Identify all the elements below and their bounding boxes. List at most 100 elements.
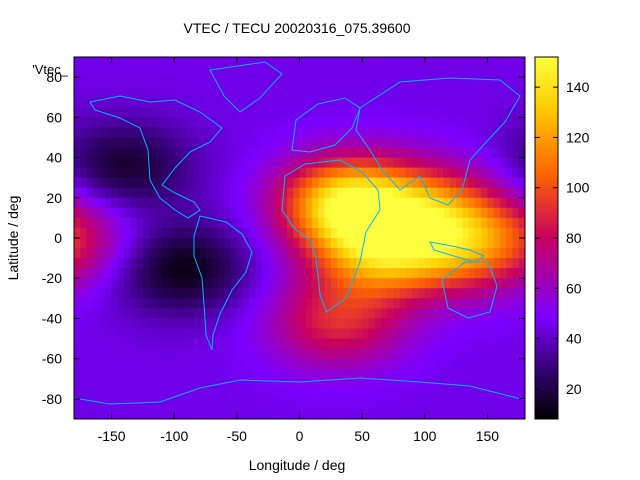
heatmap-cell bbox=[130, 268, 138, 279]
heatmap-cell bbox=[343, 167, 351, 179]
heatmap-cell bbox=[481, 87, 489, 98]
heatmap-cell bbox=[437, 328, 445, 340]
heatmap-cell bbox=[230, 197, 238, 209]
heatmap-cell bbox=[174, 117, 182, 128]
heatmap-cell bbox=[293, 177, 301, 189]
heatmap-cell bbox=[86, 368, 94, 380]
heatmap-cell bbox=[330, 197, 338, 209]
heatmap-cell bbox=[456, 97, 463, 108]
heatmap-cell bbox=[105, 378, 113, 390]
heatmap-cell bbox=[424, 338, 432, 350]
heatmap-cell bbox=[136, 248, 144, 259]
heatmap-cell bbox=[274, 368, 282, 380]
heatmap-cell bbox=[86, 207, 94, 219]
heatmap-cell bbox=[74, 207, 81, 219]
heatmap-cell bbox=[318, 298, 326, 309]
heatmap-cell bbox=[324, 368, 332, 380]
heatmap-cell bbox=[355, 57, 363, 68]
heatmap-cell bbox=[324, 107, 332, 118]
heatmap-cell bbox=[437, 97, 445, 108]
heatmap-cell bbox=[74, 338, 81, 350]
heatmap-cell bbox=[280, 318, 288, 330]
heatmap-cell bbox=[268, 408, 276, 419]
heatmap-cell bbox=[387, 388, 395, 400]
heatmap-cell bbox=[431, 227, 438, 239]
heatmap-cell bbox=[380, 248, 388, 259]
heatmap-cell bbox=[249, 137, 257, 149]
heatmap-cell bbox=[286, 298, 294, 309]
heatmap-cell bbox=[518, 137, 525, 149]
south-america-coast bbox=[193, 215, 253, 351]
heatmap-cell bbox=[343, 97, 351, 108]
heatmap-cell bbox=[124, 147, 131, 159]
heatmap-cell bbox=[142, 177, 150, 189]
heatmap-cell bbox=[268, 268, 276, 279]
heatmap-cell bbox=[349, 388, 357, 400]
heatmap-cell bbox=[412, 207, 420, 219]
heatmap-cell bbox=[261, 97, 269, 108]
heatmap-cell bbox=[111, 117, 119, 128]
heatmap-cell bbox=[512, 258, 520, 269]
heatmap-cell bbox=[105, 318, 113, 330]
heatmap-cell bbox=[337, 358, 344, 370]
heatmap-cell bbox=[249, 207, 257, 219]
heatmap-cell bbox=[399, 358, 407, 370]
heatmap-cell bbox=[324, 197, 332, 209]
heatmap-cell bbox=[136, 167, 144, 179]
heatmap-cell bbox=[506, 338, 514, 350]
heatmap-cell bbox=[499, 137, 507, 149]
heatmap-cell bbox=[167, 127, 175, 139]
heatmap-cell bbox=[80, 368, 88, 380]
heatmap-cell bbox=[437, 258, 445, 269]
heatmap-cell bbox=[99, 288, 106, 299]
heatmap-cell bbox=[349, 278, 357, 289]
heatmap-cell bbox=[449, 358, 457, 370]
heatmap-cell bbox=[230, 248, 238, 259]
heatmap-cell bbox=[324, 227, 332, 239]
heatmap-cell bbox=[230, 318, 238, 330]
heatmap-cell bbox=[180, 157, 188, 169]
heatmap-cell bbox=[249, 308, 257, 320]
heatmap-cell bbox=[105, 348, 113, 360]
heatmap-cell bbox=[205, 157, 213, 169]
heatmap-cell bbox=[324, 398, 332, 410]
heatmap-cell bbox=[487, 248, 495, 259]
heatmap-cell bbox=[130, 227, 138, 239]
heatmap-cell bbox=[449, 67, 457, 78]
heatmap-cell bbox=[211, 398, 219, 410]
heatmap-cell bbox=[149, 338, 157, 350]
heatmap-cell bbox=[349, 408, 357, 419]
heatmap-cell bbox=[92, 368, 100, 380]
y-tick-label: 20 bbox=[46, 190, 62, 206]
heatmap-cell bbox=[230, 57, 238, 68]
heatmap-cell bbox=[243, 308, 250, 320]
heatmap-cell bbox=[499, 107, 507, 118]
heatmap-cell bbox=[405, 278, 413, 289]
heatmap-cell bbox=[105, 238, 113, 249]
heatmap-cell bbox=[230, 167, 238, 179]
heatmap-cell bbox=[136, 147, 144, 159]
heatmap-cell bbox=[506, 378, 514, 390]
heatmap-cell bbox=[261, 388, 269, 400]
heatmap-cell bbox=[136, 338, 144, 350]
heatmap-cell bbox=[368, 197, 376, 209]
heatmap-cell bbox=[493, 268, 501, 279]
heatmap-cell bbox=[124, 358, 131, 370]
heatmap-cell bbox=[161, 388, 169, 400]
heatmap-cell bbox=[230, 278, 238, 289]
heatmap-cell bbox=[487, 308, 495, 320]
heatmap-cell bbox=[424, 298, 432, 309]
heatmap-cell bbox=[481, 248, 489, 259]
heatmap-cell bbox=[362, 378, 370, 390]
heatmap-cell bbox=[443, 398, 451, 410]
heatmap-cell bbox=[155, 238, 163, 249]
heatmap-cell bbox=[230, 288, 238, 299]
heatmap-cell bbox=[149, 268, 157, 279]
heatmap-cell bbox=[487, 147, 495, 159]
heatmap-cell bbox=[487, 348, 495, 360]
heatmap-cell bbox=[506, 167, 514, 179]
heatmap-cell bbox=[449, 278, 457, 289]
heatmap-cell bbox=[393, 117, 401, 128]
heatmap-cell bbox=[186, 187, 194, 199]
heatmap-cell bbox=[481, 77, 489, 88]
